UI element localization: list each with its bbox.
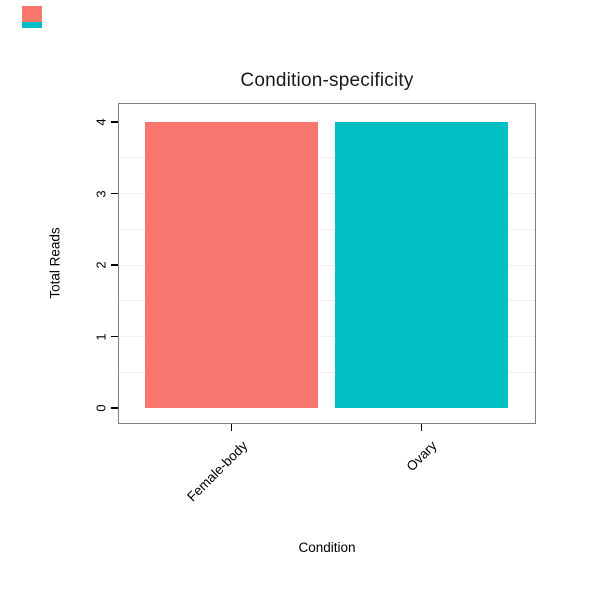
y-tick-label: 3 (93, 189, 109, 198)
bar-female-body (144, 121, 318, 408)
minor-gridline (119, 264, 535, 266)
x-tick-label: Ovary (404, 438, 441, 475)
y-tick-mark (111, 264, 118, 266)
minor-gridline (119, 371, 535, 373)
corner-red-swatch (22, 6, 42, 22)
bar-ovary (334, 121, 508, 408)
corner-teal-swatch (22, 22, 42, 28)
y-tick-label: 1 (93, 332, 109, 341)
minor-gridline (119, 193, 535, 194)
x-axis-label: Condition (298, 540, 356, 555)
y-axis-label: Total Reads (47, 227, 63, 299)
y-tick-mark (111, 407, 118, 409)
y-tick-label: 4 (93, 118, 109, 126)
x-tick-mark (420, 424, 423, 431)
minor-gridline (119, 300, 535, 302)
chart-title: Condition-specificity (240, 70, 414, 91)
minor-gridline (119, 157, 535, 159)
y-tick-mark (111, 121, 118, 123)
x-tick-mark (230, 424, 233, 431)
x-tick-label: Female-body (183, 438, 251, 505)
y-tick-mark (111, 335, 118, 338)
minor-gridline (119, 228, 535, 230)
y-tick-label: 0 (93, 404, 109, 412)
y-tick-label: 2 (93, 261, 109, 269)
plot-area (118, 103, 536, 424)
y-tick-mark (111, 192, 118, 195)
minor-gridline (119, 336, 535, 337)
